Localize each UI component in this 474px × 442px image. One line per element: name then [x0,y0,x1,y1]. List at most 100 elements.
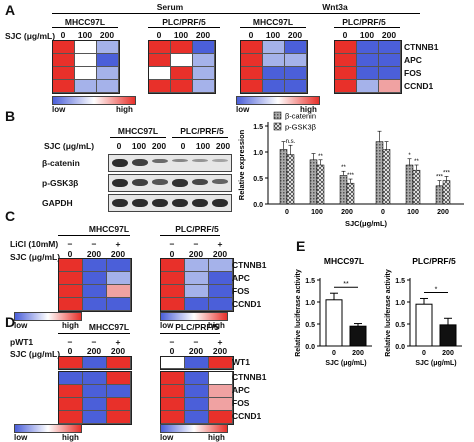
a-heatmap-2-cell-3-0 [241,80,263,93]
c-heatmap-1-cell-2-2 [209,285,233,298]
a-legend-1-low: low [52,105,66,114]
d-pwt1-1-2: + [217,337,223,347]
e-xtick-1-1: 200 [442,350,454,357]
c-licl-0-1: − [91,239,97,249]
blot-band-2-1 [132,199,148,207]
a-heatmap-2-cell-0-1 [263,41,285,54]
e-xlabel-0: SJC (μg/mL) [325,360,366,367]
e-xtick-1-0: 0 [422,350,426,357]
e-ytick-label-1-2: 1.0 [395,300,405,307]
b-bar-1-3 [382,149,391,205]
c-dose-0-0: 0 [67,249,73,259]
c-gene-4: CCND1 [232,299,262,309]
e-title-0: MHCC97L [324,256,364,266]
blot-row-2 [108,194,232,212]
c-cellline-2: PLC/PRF/5 [175,224,219,234]
a-heatmap-2-cell-1-1 [263,54,285,67]
a-dose-0-0: 0 [60,30,66,40]
d-wt1-0 [58,356,132,370]
a-heatmap-0 [52,40,120,94]
a-cellline-2: PLC/PRF/5 [162,17,206,27]
a-sjc-label: SJC (μg/mL) [5,31,56,41]
d-cellline-2: PLC/PRF/5 [175,322,219,332]
d-heatmap-0-cell-0-0 [59,372,83,385]
a-heatmap-2-cell-0-2 [285,41,307,54]
a-underline-3 [240,27,306,28]
b-sig-0-4: * [408,153,411,159]
a-heatmap-2-cell-0-0 [241,41,263,54]
b-legend-label-0: β-catenin [285,112,316,121]
panel-letter-d: D [5,314,16,330]
a-underline-4 [334,27,400,28]
b-dose-1: 100 [131,141,147,151]
blot-band-2-0 [112,199,128,207]
d-heatmap-1-cell-3-1 [185,411,209,424]
c-gene-2: APC [232,273,250,283]
a-heatmap-2-cell-1-2 [285,54,307,67]
c-heatmap-0-cell-0-0 [59,259,83,272]
blot-band-0-3 [172,159,188,162]
c-heatmap-0 [58,258,132,312]
d-underline-1 [58,333,130,334]
a-heatmap-1-cell-3-2 [193,80,215,93]
a-heatmap-1-cell-0-0 [149,41,171,54]
e-ytick-label-0-2: 1.0 [305,300,315,307]
b-xlabel: SJC(μg/mL) [345,219,388,228]
c-heatmap-1-cell-0-1 [185,259,209,272]
panel-letter-a: A [5,2,16,18]
a-heatmap-1-cell-2-1 [171,67,193,80]
d-heatmap-0-cell-1-1 [83,385,107,398]
blot-band-1-3 [172,179,188,187]
a-heatmap-3-cell-1-1 [357,54,379,67]
c-dose-1-1: 200 [188,249,204,259]
d-wt1-0-cell-0-1 [83,357,107,369]
b-xtick-3: 0 [381,209,385,216]
a-underline-1 [52,27,118,28]
a-heatmap-2-cell-1-0 [241,54,263,67]
b-bar-0-0 [279,149,288,205]
d-pwt1-1-0: − [169,337,175,347]
a-heatmap-1-cell-0-1 [171,41,193,54]
blot-band-0-5 [212,159,228,162]
d-heatmap-1-cell-3-2 [209,411,233,424]
c-legend-1-bar [14,312,82,321]
a-heatmap-1-cell-1-0 [149,54,171,67]
c-heatmap-0-cell-1-2 [107,272,131,285]
b-sig-1-4: ** [414,159,419,165]
d-dose-0-0: 0 [67,346,73,356]
b-dose-4: 100 [195,141,211,151]
b-dose-3: 0 [180,141,186,151]
c-heatmap-1-cell-1-2 [209,272,233,285]
blot-row-1 [108,174,232,192]
c-legend-2-low: low [160,321,174,330]
c-heatmap-0-cell-2-0 [59,285,83,298]
e-ytick-label-1-0: 0.0 [395,344,405,351]
c-legend-1-low: low [14,321,28,330]
d-cellline-1: MHCC97L [88,322,130,332]
d-heatmap-1-cell-0-2 [209,372,233,385]
d-wt1-1-cell-0-2 [209,357,233,369]
blot-band-0-0 [112,159,128,167]
a-dose-0-1: 100 [77,30,93,40]
d-pwt1-1-1: − [193,337,199,347]
b-ytick-label-2: 1.0 [253,150,263,157]
c-licl-1-1: − [193,239,199,249]
c-dose-0-1: 200 [86,249,102,259]
b-ylabel: Relative expression [237,129,246,200]
c-cellline-1: MHCC97L [88,224,130,234]
c-heatmap-0-cell-2-2 [107,285,131,298]
c-dose-0-2: 200 [110,249,126,259]
c-heatmap-0-cell-1-1 [83,272,107,285]
c-heatmap-1-cell-2-0 [161,285,185,298]
b-bar-1-1 [316,164,325,205]
b-xtick-0: 0 [285,209,289,216]
a-gene-1: CTNNB1 [404,42,439,52]
a-heatmap-1-cell-0-2 [193,41,215,54]
c-gene-3: FOS [232,286,250,296]
d-gene-1: CTNNB1 [232,372,267,382]
c-legend-2-bar [160,312,228,321]
a-legend-1-high: high [116,105,133,114]
d-heatmap-0-cell-1-2 [107,385,131,398]
e-bar-1-1 [439,324,457,347]
d-heatmap-1 [160,371,234,425]
